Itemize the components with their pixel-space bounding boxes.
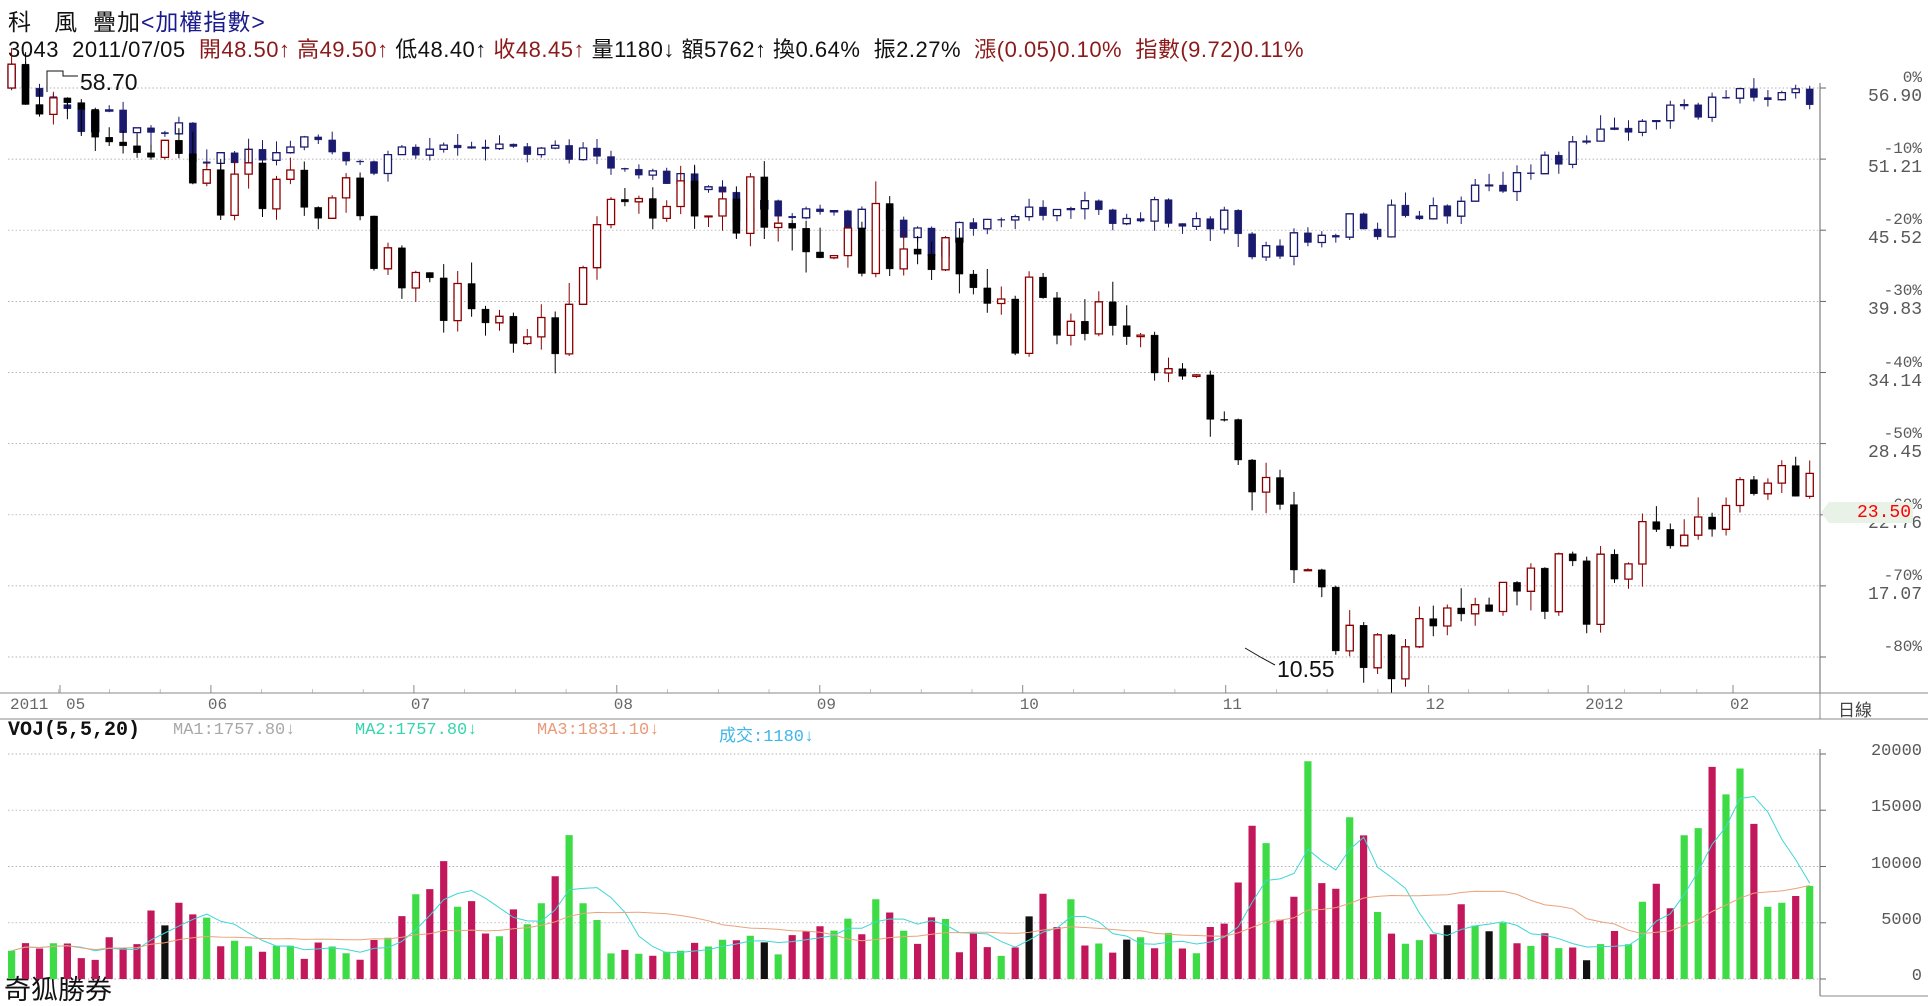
svg-text:奇狐勝券: 奇狐勝券 — [4, 975, 112, 1005]
svg-text:10.55: 10.55 — [1277, 656, 1335, 682]
svg-text:58.70: 58.70 — [80, 69, 138, 95]
